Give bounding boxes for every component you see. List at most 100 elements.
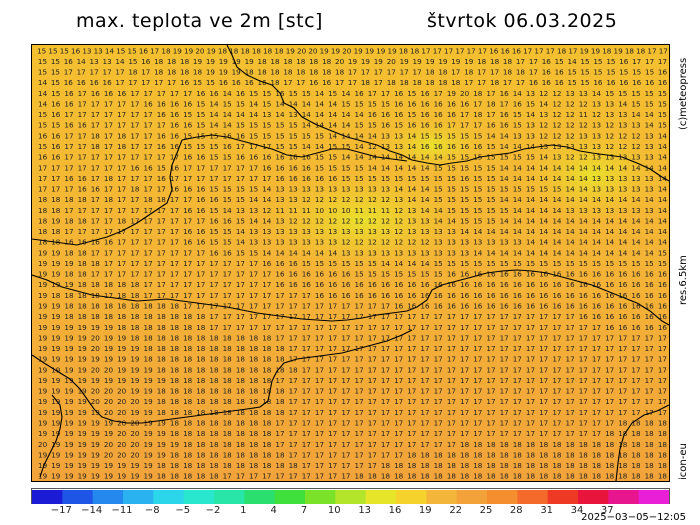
grid-value: 13 bbox=[236, 206, 245, 215]
grid-value: 17 bbox=[51, 163, 60, 172]
grid-value: 17 bbox=[91, 270, 100, 279]
grid-value: 18 bbox=[460, 440, 470, 449]
grid-value: 16 bbox=[434, 121, 444, 130]
grid-value: 18 bbox=[658, 450, 668, 459]
grid-value: 14 bbox=[368, 163, 378, 172]
grid-value: 19 bbox=[38, 270, 48, 279]
grid-value: 14 bbox=[223, 121, 233, 130]
grid-value: 18 bbox=[91, 280, 101, 289]
grid-value: 16 bbox=[103, 78, 113, 87]
grid-value: 18 bbox=[275, 365, 285, 374]
grid-value: 15 bbox=[38, 68, 47, 77]
grid-value: 17 bbox=[103, 68, 112, 77]
grid-value: 17 bbox=[104, 100, 113, 109]
grid-value: 20 bbox=[460, 89, 470, 98]
grid-value: 15 bbox=[302, 259, 311, 268]
grid-value: 17 bbox=[658, 365, 667, 374]
grid-value: 14 bbox=[566, 216, 576, 225]
grid-value: 17 bbox=[407, 397, 416, 406]
grid-value: 14 bbox=[302, 142, 312, 151]
grid-value: 12 bbox=[341, 238, 350, 247]
resolution-label: res.6.5km bbox=[678, 245, 689, 305]
grid-value: 13 bbox=[381, 185, 390, 194]
grid-value: 17 bbox=[104, 291, 113, 300]
grid-value: 19 bbox=[38, 387, 48, 396]
grid-value: 19 bbox=[144, 440, 154, 449]
grid-value: 16 bbox=[275, 163, 285, 172]
grid-value: 19 bbox=[157, 440, 167, 449]
grid-value: 17 bbox=[315, 376, 324, 385]
grid-value: 13 bbox=[355, 227, 364, 236]
grid-value: 15 bbox=[526, 100, 535, 109]
grid-value: 17 bbox=[249, 280, 258, 289]
grid-value: 18 bbox=[117, 216, 127, 225]
grid-value: 16 bbox=[592, 280, 602, 289]
border-line bbox=[181, 134, 408, 162]
grid-value: 17 bbox=[236, 142, 245, 151]
scale-label: 28 bbox=[510, 505, 523, 516]
grid-value: 18 bbox=[183, 397, 193, 406]
grid-values: 15 15 15 16 13 13 14 15 15 16 17 18 19 19 20 19 18 18 18 18… bbox=[37, 46, 668, 480]
grid-value: 19 bbox=[78, 376, 88, 385]
grid-value: 17 bbox=[434, 408, 443, 417]
grid-value: 18 bbox=[270, 57, 280, 66]
grid-value: 14 bbox=[645, 110, 655, 119]
grid-value: 17 bbox=[104, 227, 113, 236]
grid-value: 19 bbox=[38, 259, 48, 268]
grid-value: 17 bbox=[209, 270, 218, 279]
grid-value: 13 bbox=[486, 238, 495, 247]
grid-value: 13 bbox=[592, 153, 601, 162]
grid-value: 18 bbox=[117, 302, 127, 311]
grid-value: 13 bbox=[368, 248, 377, 257]
scale-label: −14 bbox=[81, 505, 102, 516]
grid-value: 16 bbox=[434, 280, 444, 289]
grid-value: 17 bbox=[566, 429, 575, 438]
grid-value: 17 bbox=[64, 131, 73, 140]
grid-value: 16 bbox=[526, 291, 536, 300]
grid-value: 14 bbox=[645, 227, 655, 236]
grid-value: 16 bbox=[605, 312, 615, 321]
grid-value: 12 bbox=[605, 121, 614, 130]
grid-value: 16 bbox=[64, 89, 74, 98]
grid-value: 19 bbox=[64, 355, 74, 364]
grid-value: 18 bbox=[223, 450, 233, 459]
grid-value: 14 bbox=[236, 110, 246, 119]
grid-value: 14 bbox=[658, 174, 668, 183]
grid-value: 20 bbox=[38, 440, 48, 449]
grid-value: 16 bbox=[434, 142, 444, 151]
grid-value: 15 bbox=[658, 121, 667, 130]
grid-value: 15 bbox=[368, 100, 377, 109]
grid-value: 14 bbox=[249, 110, 259, 119]
grid-value: 19 bbox=[91, 429, 101, 438]
grid-value: 17 bbox=[407, 440, 416, 449]
grid-value: 17 bbox=[104, 163, 113, 172]
grid-value: 14 bbox=[262, 216, 272, 225]
grid-value: 15 bbox=[500, 153, 509, 162]
grid-value: 20 bbox=[130, 397, 140, 406]
grid-value: 18 bbox=[209, 387, 219, 396]
grid-value: 15 bbox=[209, 153, 218, 162]
grid-value: 18 bbox=[117, 291, 127, 300]
grid-value: 16 bbox=[236, 153, 246, 162]
grid-value: 15 bbox=[658, 248, 667, 257]
color-scale-labels: −17 −14 −11 −8 −5 −2 1 4 7 10 13 16 19 22 25 28 31 34 37 bbox=[31, 505, 668, 519]
grid-value: 17 bbox=[447, 387, 456, 396]
grid-value: 12 bbox=[315, 195, 324, 204]
grid-value: 15 bbox=[605, 89, 614, 98]
grid-value: 18 bbox=[447, 472, 457, 481]
grid-value: 17 bbox=[477, 78, 486, 87]
grid-value: 17 bbox=[328, 312, 337, 321]
grid-value: 19 bbox=[64, 408, 74, 417]
grid-value: 19 bbox=[64, 387, 74, 396]
grid-value: 14 bbox=[513, 227, 523, 236]
grid-value: 19 bbox=[64, 397, 74, 406]
grid-value: 17 bbox=[355, 323, 364, 332]
grid-value: 16 bbox=[302, 270, 312, 279]
grid-value: 18 bbox=[645, 450, 655, 459]
grid-value: 18 bbox=[322, 57, 332, 66]
grid-value: 16 bbox=[500, 89, 510, 98]
grid-value: 14 bbox=[315, 110, 325, 119]
grid-value: 15 bbox=[473, 216, 482, 225]
grid-value: 18 bbox=[579, 440, 589, 449]
grid-value: 18 bbox=[209, 365, 219, 374]
